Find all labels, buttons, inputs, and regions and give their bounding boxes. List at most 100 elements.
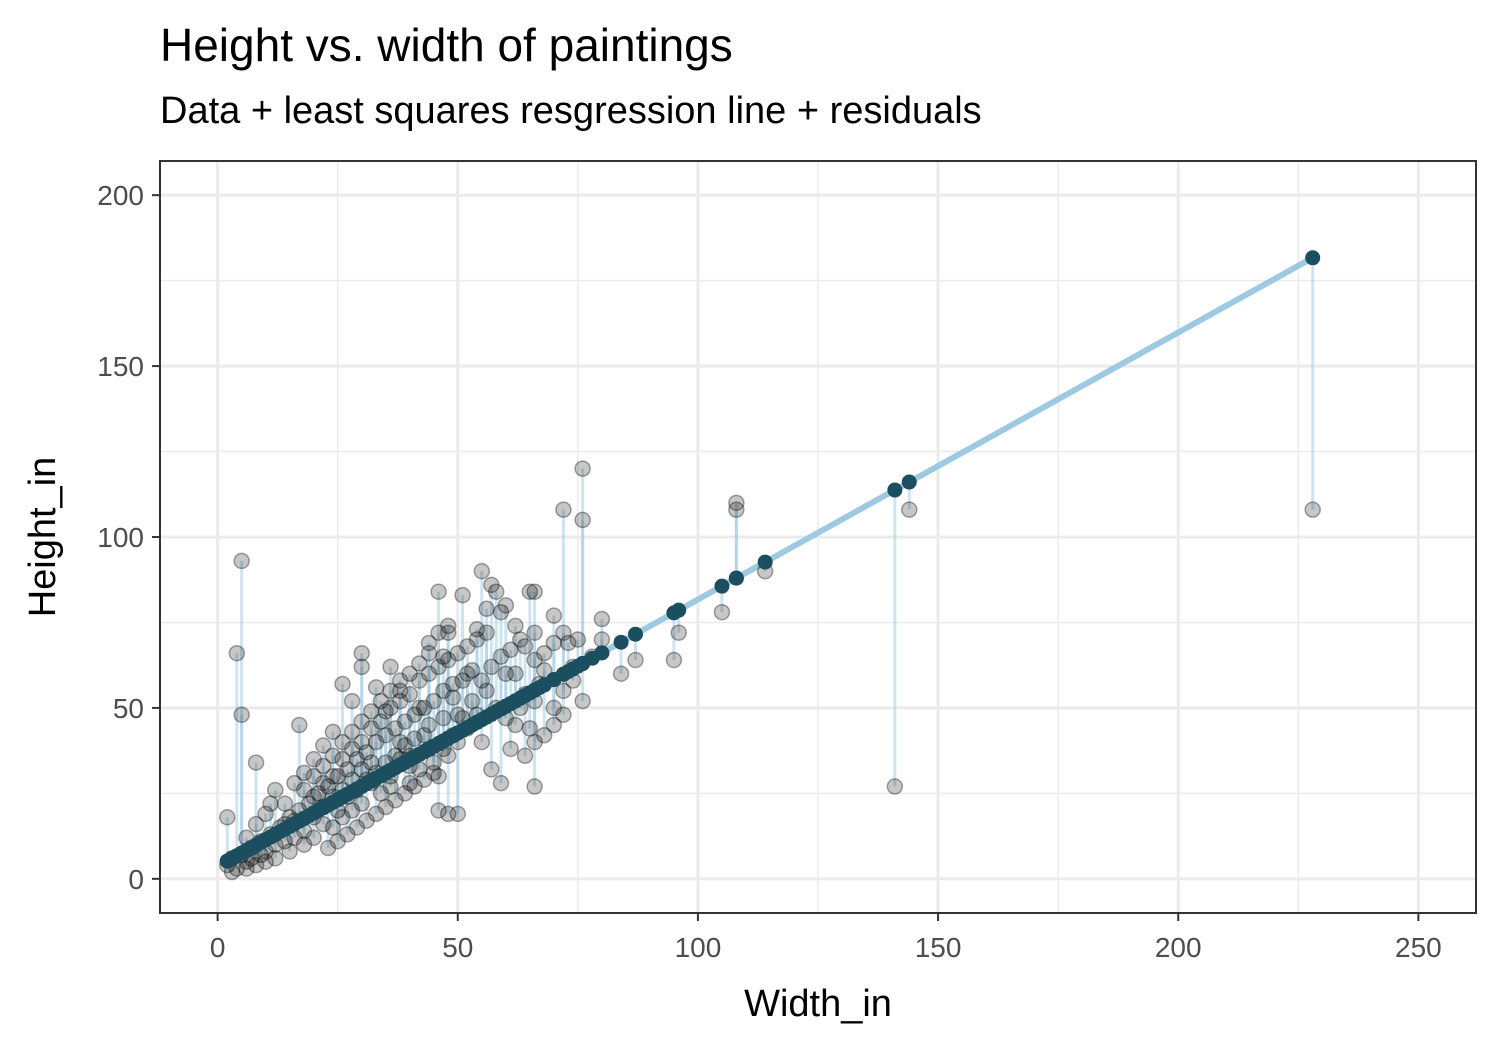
observed-point: [454, 672, 471, 689]
observed-point: [574, 460, 591, 477]
fitted-point: [555, 666, 571, 682]
chart-title: Height vs. width of paintings: [160, 19, 733, 71]
observed-point: [497, 597, 515, 614]
observed-point: [377, 798, 394, 816]
observed-point: [382, 658, 399, 676]
x-tick-label: 200: [1155, 932, 1202, 963]
observed-point: [396, 713, 414, 730]
observed-point: [372, 713, 390, 730]
observed-point: [492, 603, 510, 621]
y-axis-title: Height_in: [22, 457, 64, 618]
observed-point: [406, 706, 423, 723]
observed-point: [396, 785, 414, 802]
observed-point: [406, 730, 423, 747]
observed-point: [315, 757, 332, 775]
observed-point: [439, 617, 457, 635]
observed-point: [483, 761, 500, 778]
observed-point: [391, 733, 409, 751]
x-tick-label: 250: [1395, 932, 1442, 963]
observed-point: [218, 809, 236, 826]
observed-point: [478, 600, 495, 618]
observed-point: [372, 692, 390, 710]
observed-point: [262, 795, 279, 812]
observed-point: [526, 733, 543, 751]
fitted-point: [714, 578, 730, 594]
observed-point: [449, 805, 467, 823]
observed-point: [728, 501, 745, 518]
observed-point: [353, 795, 370, 812]
observed-point: [334, 750, 351, 768]
observed-point: [358, 812, 375, 829]
observed-point: [406, 778, 423, 795]
y-tick-label: 50: [113, 693, 144, 724]
observed-point: [516, 638, 534, 655]
observed-point: [411, 655, 428, 672]
observed-point: [430, 768, 447, 785]
observed-point: [247, 754, 265, 771]
y-tick-label: 0: [128, 864, 144, 895]
observed-point: [233, 552, 250, 570]
observed-point: [257, 853, 274, 870]
observed-point: [343, 692, 361, 710]
observed-point: [310, 785, 327, 802]
observed-point: [574, 511, 591, 529]
observed-point: [363, 703, 380, 720]
observed-point: [478, 624, 495, 641]
observed-point: [516, 747, 534, 765]
observed-point: [612, 665, 630, 682]
fitted-point: [728, 570, 744, 586]
observed-point: [670, 624, 687, 641]
observed-point: [473, 672, 491, 689]
observed-point: [315, 737, 332, 754]
fitted-point: [887, 482, 903, 498]
observed-point: [329, 832, 346, 850]
fitted-points: [219, 250, 1321, 869]
fitted-point: [671, 602, 687, 618]
observed-point: [420, 665, 438, 682]
observed-point: [468, 631, 486, 648]
observed-point: [454, 586, 471, 604]
observed-point: [420, 644, 438, 662]
observed-point: [535, 644, 553, 662]
observed-point: [430, 583, 447, 600]
observed-point: [353, 713, 370, 730]
observed-point: [449, 644, 467, 662]
observed-point: [353, 658, 370, 676]
observed-point: [324, 747, 342, 765]
x-tick-label: 100: [675, 932, 722, 963]
observed-point: [247, 856, 265, 874]
observed-point: [435, 709, 452, 727]
observed-point: [507, 617, 524, 635]
observed-point: [526, 778, 543, 795]
observed-point: [329, 768, 346, 785]
observed-point: [401, 685, 419, 703]
observed-point: [492, 648, 510, 665]
observed-point: [569, 631, 587, 648]
observed-point: [315, 774, 332, 792]
observed-point: [497, 665, 515, 682]
observed-point: [295, 764, 313, 782]
observed-point: [353, 733, 370, 751]
observed-point: [627, 651, 644, 669]
observed-point: [593, 610, 611, 628]
observed-point: [382, 682, 399, 700]
observed-point: [425, 692, 443, 710]
observed-point: [382, 699, 399, 717]
observed-point: [396, 737, 414, 754]
observed-point: [901, 501, 918, 518]
observed-point: [363, 720, 380, 737]
observed-point: [305, 750, 322, 768]
observed-point: [1304, 501, 1321, 518]
observed-point: [545, 699, 563, 717]
fitted-point: [901, 474, 917, 490]
observed-point: [267, 850, 284, 867]
observed-point: [387, 791, 404, 809]
observed-point: [367, 679, 385, 696]
observed-point: [377, 703, 394, 720]
observed-point: [430, 624, 447, 641]
observed-point: [555, 624, 572, 641]
observed-point: [257, 805, 274, 823]
observed-point: [574, 692, 591, 710]
observed-point: [507, 716, 524, 734]
observed-point: [353, 644, 370, 662]
